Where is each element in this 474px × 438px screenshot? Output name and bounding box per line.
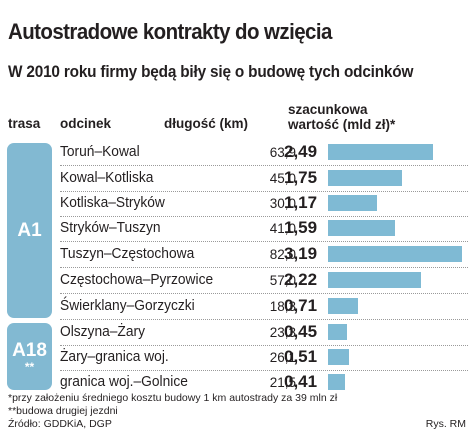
row-divider [60, 370, 468, 371]
segment-label: Tuszyn–Częstochowa [60, 246, 195, 262]
value-label: 1,59 [284, 218, 318, 237]
segment-label: Częstochowa–Pyrzowice [60, 272, 214, 288]
value-bar [328, 349, 349, 365]
segment-label: Kowal–Kotliska [60, 170, 154, 186]
row-divider [60, 241, 468, 242]
value-bar [328, 324, 347, 340]
value-label: 0,45 [284, 322, 318, 341]
row-divider [60, 319, 468, 320]
value-label: 3,19 [284, 244, 318, 263]
credit: Rys. RM [425, 418, 466, 430]
segment-label: Świerklany–Gorzyczki [60, 298, 195, 314]
table-row: Kotliska–Stryków 30,0 1,17 [58, 191, 468, 217]
table-row: Kowal–Kotliska 45,0 1,75 [58, 166, 468, 192]
length-value: 63,9 [269, 145, 296, 160]
length-value: 41,0 [269, 221, 296, 236]
column-header-segment: odcinek [60, 116, 112, 131]
length-value: 30,0 [269, 196, 296, 211]
row-divider [60, 191, 468, 192]
length-value: 23,3 [269, 325, 296, 340]
row-divider [60, 345, 468, 346]
value-label: 0,71 [284, 296, 318, 315]
value-label: 0,51 [284, 347, 318, 366]
row-divider [60, 165, 468, 166]
table-row: Tuszyn–Częstochowa 82,0 3,19 [58, 242, 468, 268]
row-divider [60, 293, 468, 294]
value-bar [328, 220, 395, 236]
chart-title: Autostradowe kontrakty do wzięcia [8, 19, 332, 44]
table-row: Częstochowa–Pyrzowice 57,0 2,22 [58, 268, 468, 294]
segment-label: Olszyna–Żary [60, 324, 145, 340]
row-divider [60, 267, 468, 268]
route-code: A18 [12, 339, 47, 361]
chart-subtitle: W 2010 roku firmy będą biły się o budowę… [8, 63, 414, 81]
segment-label: Toruń–Kowal [60, 144, 140, 160]
table-row: Świerklany–Gorzyczki 18,3 0,71 [58, 294, 468, 320]
length-value: 21,5 [269, 375, 296, 390]
segment-label: Stryków–Tuszyn [60, 220, 161, 236]
value-bar [328, 298, 358, 314]
table-row: granica woj.–Golnice 21,5 0,41 [58, 370, 468, 396]
footnote-second-carriageway: **budowa drugiej jezdni [8, 405, 118, 417]
column-header-value-line2: wartość (mld zł)* [288, 117, 396, 132]
value-bar [328, 272, 421, 288]
length-value: 26,1 [269, 350, 296, 365]
value-bar [328, 374, 345, 390]
value-label: 2,49 [284, 142, 318, 161]
value-label: 0,41 [284, 372, 318, 391]
table-row: Olszyna–Żary 23,3 0,45 [58, 320, 468, 346]
value-bar [328, 144, 433, 160]
route-note: ** [24, 359, 35, 374]
route-code: A1 [17, 219, 42, 241]
segment-label: Kotliska–Stryków [60, 195, 165, 211]
column-header-value-line1: szacunkowa [288, 102, 368, 117]
column-header-length: długość (km) [164, 116, 249, 131]
route-badge-a18: A18 ** [7, 323, 52, 390]
footnote-cost: *przy założeniu średniego kosztu budowy … [8, 392, 338, 404]
segment-label: Żary–granica woj. [60, 349, 169, 365]
table-row: Toruń–Kowal 63,9 2,49 [58, 140, 468, 166]
table-row: Żary–granica woj. 26,1 0,51 [58, 345, 468, 371]
column-header-value: szacunkowa wartość (mld zł)* [288, 102, 395, 132]
source-note: Źródło: GDDKiA, DGP [8, 418, 112, 430]
segment-label: granica woj.–Golnice [60, 374, 188, 390]
length-value: 82,0 [269, 247, 296, 262]
value-label: 1,75 [284, 168, 318, 187]
value-label: 1,17 [284, 193, 318, 212]
route-badge-a1: A1 [7, 143, 52, 318]
length-value: 45,0 [269, 171, 296, 186]
table-row: Stryków–Tuszyn 41,0 1,59 [58, 216, 468, 242]
value-bar [328, 170, 402, 186]
length-value: 18,3 [269, 299, 296, 314]
length-value: 57,0 [269, 273, 296, 288]
value-bar [328, 195, 377, 211]
value-bar [328, 246, 462, 262]
column-header-route: trasa [8, 116, 41, 131]
row-divider [60, 216, 468, 217]
value-label: 2,22 [284, 270, 318, 289]
